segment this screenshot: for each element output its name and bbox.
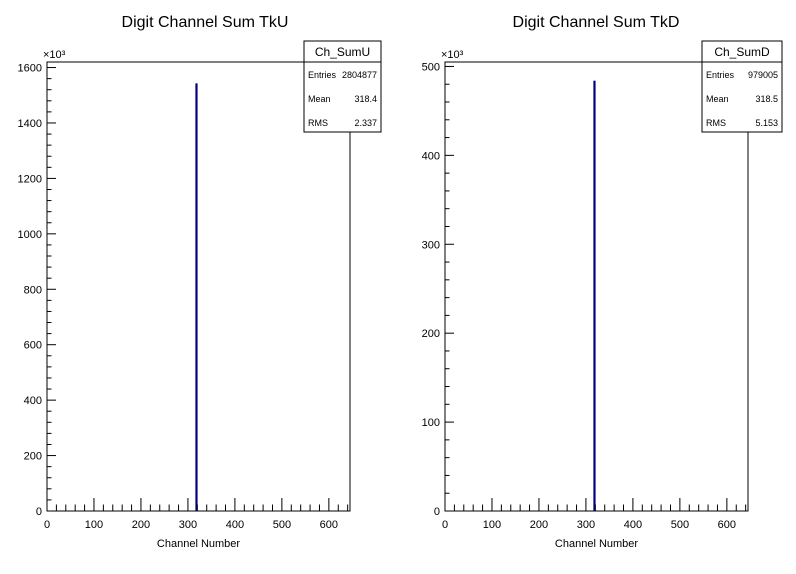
x-axis-label: Channel Number bbox=[157, 538, 240, 550]
stats-value: 979005 bbox=[748, 70, 778, 80]
y-multiplier-text: ×10³ bbox=[43, 49, 66, 61]
stats-value: 2.337 bbox=[354, 118, 377, 128]
x-tick-label: 400 bbox=[226, 519, 244, 531]
stats-box-frame bbox=[701, 40, 783, 133]
x-tick-label: 100 bbox=[85, 519, 103, 531]
y-multiplier-text: ×10³ bbox=[441, 49, 464, 61]
stats-label: Mean bbox=[706, 94, 729, 104]
x-tick-label: 400 bbox=[624, 519, 642, 531]
stats-label: Entries bbox=[308, 70, 337, 80]
x-tick-label: 200 bbox=[530, 519, 548, 531]
y-tick-label: 1600 bbox=[18, 63, 42, 75]
stats-value: 5.153 bbox=[755, 118, 778, 128]
stats-label: RMS bbox=[706, 118, 726, 128]
stats-value: 2804877 bbox=[342, 70, 377, 80]
histogram-bar bbox=[593, 80, 596, 511]
y-tick-label: 800 bbox=[24, 284, 42, 296]
histogram-bar bbox=[195, 83, 198, 511]
x-tick-label: 100 bbox=[483, 519, 501, 531]
x-tick-label: 0 bbox=[442, 519, 448, 531]
chart-panel-1: Digit Channel Sum TkU ×10³ 0 200 400 600 800 10… bbox=[18, 14, 382, 550]
plot-frame bbox=[444, 61, 749, 512]
x-tick-label: 300 bbox=[179, 519, 197, 531]
stats-label: Mean bbox=[308, 94, 331, 104]
x-tick-label: 300 bbox=[577, 519, 595, 531]
chart-panel-2: Digit Channel Sum TkD ×10³ 0 100 200 300 400 50… bbox=[422, 14, 783, 550]
stats-label: RMS bbox=[308, 118, 328, 128]
y-tick-label: 400 bbox=[24, 395, 42, 407]
y-tick-label: 600 bbox=[24, 340, 42, 352]
y-tick-label: 1000 bbox=[18, 229, 42, 241]
y-tick-label: 0 bbox=[434, 506, 440, 518]
stats-value: 318.4 bbox=[354, 94, 377, 104]
x-tick-label: 500 bbox=[273, 519, 291, 531]
stats-name: Ch_SumD bbox=[714, 45, 770, 59]
stats-value: 318.5 bbox=[755, 94, 778, 104]
y-tick-label: 500 bbox=[422, 61, 440, 73]
x-tick-label: 200 bbox=[132, 519, 150, 531]
stats-box: Ch_SumU Entries 2804877 Mean 318.4 RMS 2.337 bbox=[303, 40, 382, 133]
plot-frame bbox=[46, 61, 351, 512]
stats-label: Entries bbox=[706, 70, 735, 80]
x-tick-label: 0 bbox=[44, 519, 50, 531]
y-tick-label: 1400 bbox=[18, 118, 42, 130]
y-tick-label: 200 bbox=[24, 451, 42, 463]
stats-box: Ch_SumD Entries 979005 Mean 318.5 RMS 5.153 bbox=[701, 40, 783, 133]
y-tick-label: 200 bbox=[422, 328, 440, 340]
x-tick-label: 600 bbox=[718, 519, 736, 531]
y-tick-label: 1200 bbox=[18, 173, 42, 185]
x-tick-label: 500 bbox=[671, 519, 689, 531]
y-tick-label: 100 bbox=[422, 417, 440, 429]
stats-box-frame bbox=[303, 40, 382, 133]
y-tick-label: 400 bbox=[422, 150, 440, 162]
y-tick-label: 300 bbox=[422, 239, 440, 251]
chart-title: Digit Channel Sum TkD bbox=[513, 14, 680, 31]
x-tick-label: 600 bbox=[320, 519, 338, 531]
x-axis-label: Channel Number bbox=[555, 538, 638, 550]
stats-name: Ch_SumU bbox=[315, 45, 370, 59]
chart-title: Digit Channel Sum TkU bbox=[122, 14, 289, 31]
y-tick-label: 0 bbox=[36, 506, 42, 518]
